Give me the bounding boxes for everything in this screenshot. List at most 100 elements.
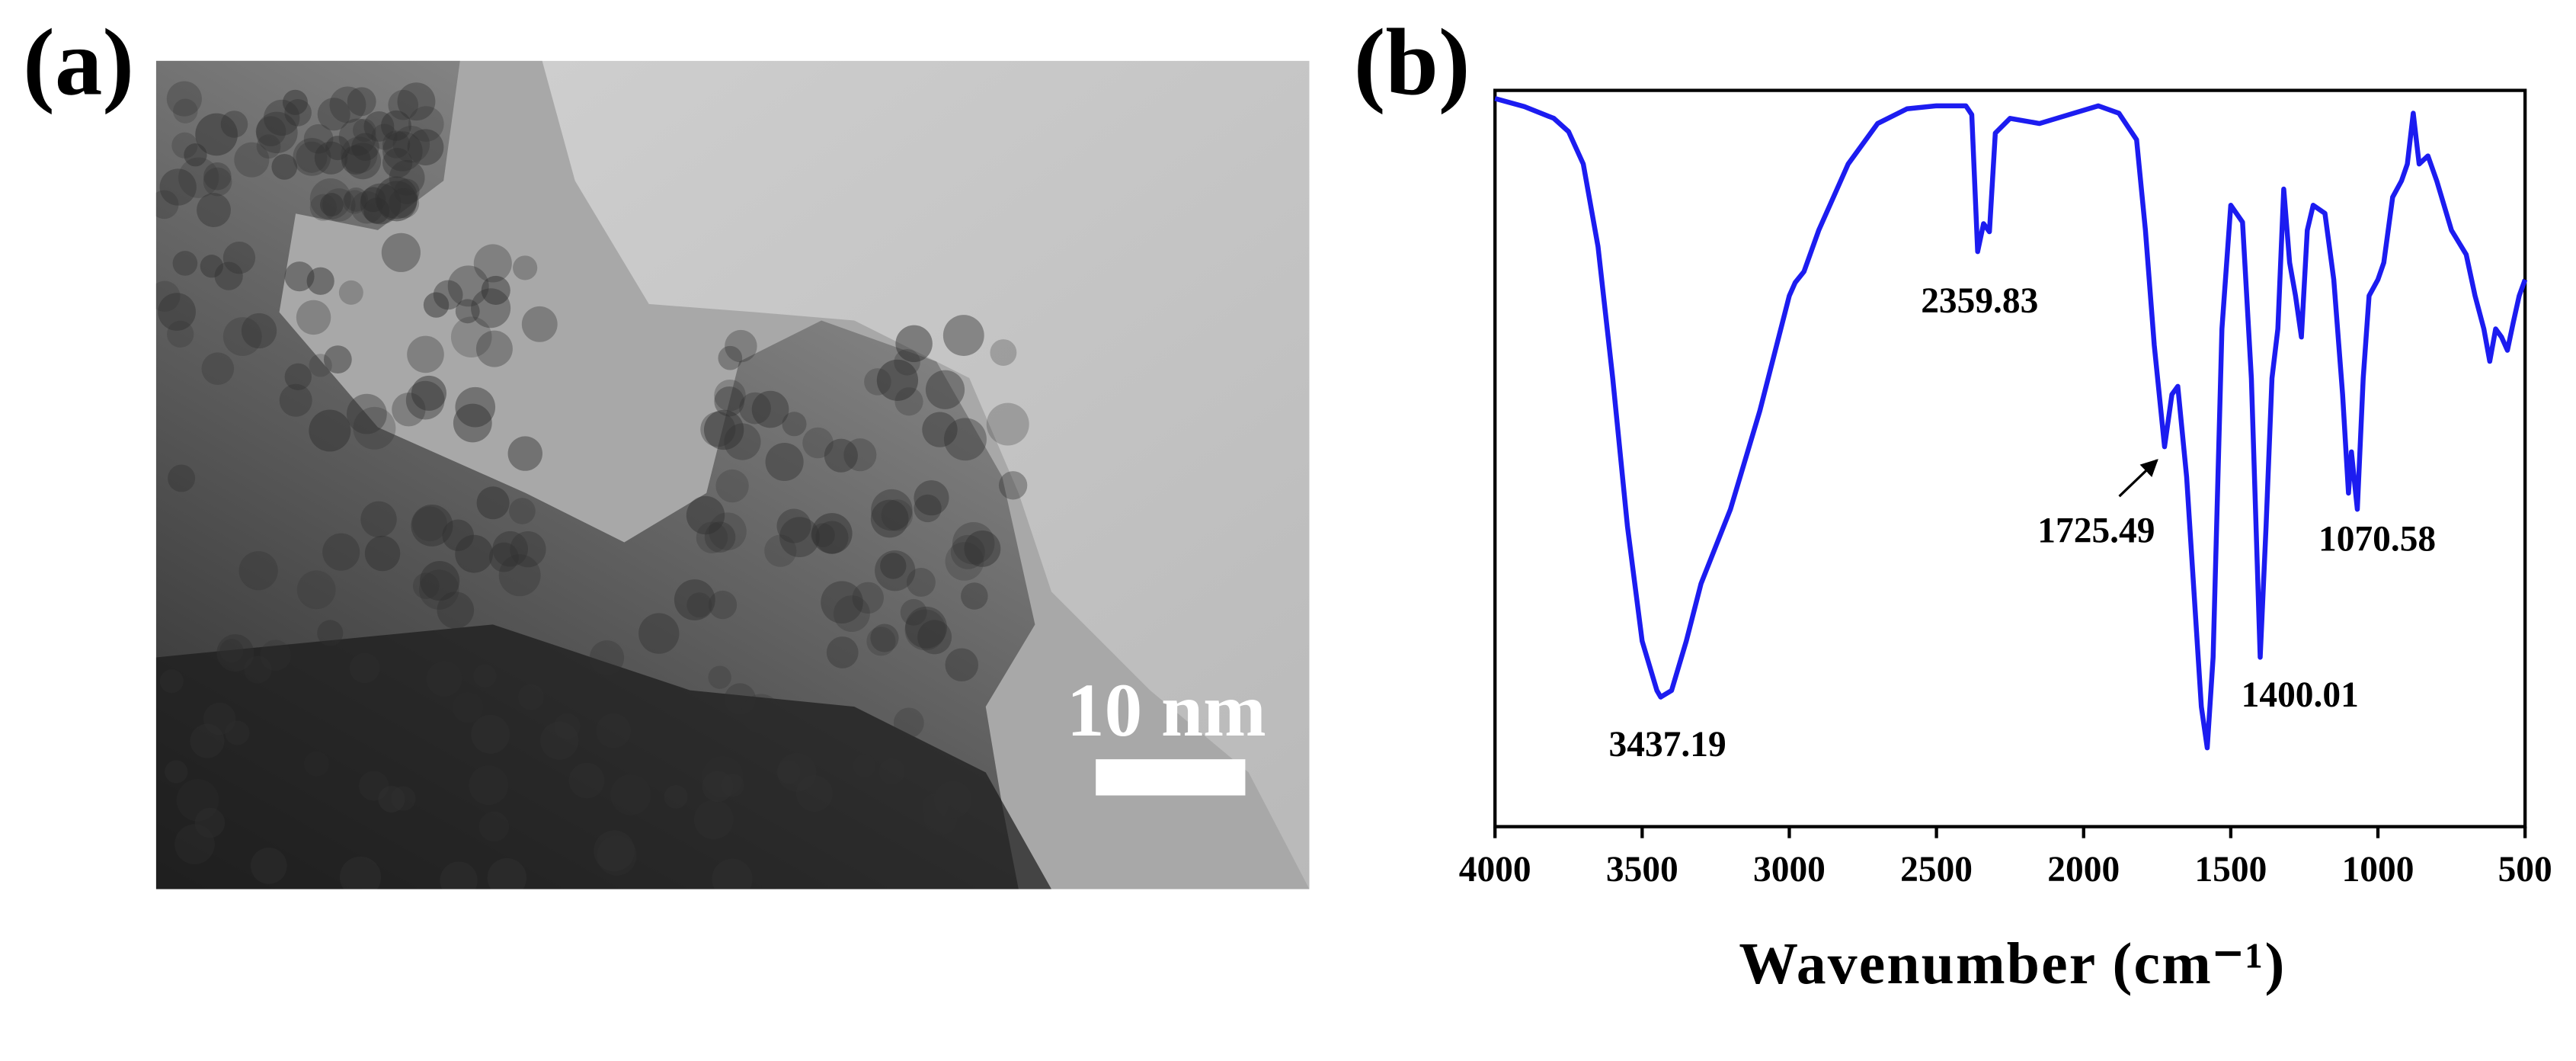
particle	[320, 193, 344, 216]
particle	[700, 412, 736, 447]
particle	[329, 86, 366, 123]
particle	[216, 634, 254, 672]
particle	[222, 317, 262, 356]
particle	[284, 98, 312, 127]
particle	[696, 521, 728, 553]
particle	[610, 774, 651, 816]
particle	[764, 534, 797, 567]
particle	[870, 499, 909, 538]
particle	[342, 190, 366, 214]
particle	[433, 280, 463, 310]
particle	[203, 167, 232, 197]
particle	[165, 760, 188, 784]
particle	[178, 157, 219, 198]
particle	[381, 232, 421, 272]
particle	[488, 542, 519, 572]
particle	[923, 801, 958, 835]
particle	[317, 98, 350, 131]
particle	[171, 132, 198, 159]
particle	[686, 592, 712, 618]
particle	[475, 330, 513, 367]
particle	[322, 188, 356, 222]
particle	[364, 535, 401, 572]
particle	[389, 188, 420, 219]
particle	[340, 856, 382, 890]
particle	[703, 409, 744, 450]
particle	[203, 162, 232, 191]
particle	[709, 512, 747, 550]
particle	[714, 386, 744, 417]
annotation-arrow	[2118, 459, 2158, 498]
particle	[256, 134, 281, 159]
particle	[306, 267, 334, 295]
particle	[159, 669, 184, 694]
particle	[190, 723, 225, 758]
particle	[344, 188, 369, 212]
particle	[638, 613, 680, 654]
particle	[309, 409, 351, 452]
particle	[589, 640, 625, 675]
particle	[324, 345, 352, 374]
particle	[942, 315, 984, 356]
x-tick-label: 4000	[1459, 850, 1531, 890]
particle	[241, 313, 277, 349]
particle	[473, 664, 497, 688]
particle	[260, 639, 291, 672]
particle	[473, 244, 512, 283]
particle	[498, 554, 541, 597]
particle	[721, 774, 744, 797]
particle	[358, 771, 389, 801]
particle	[853, 754, 876, 777]
peak-annotation: 3437.19	[1609, 725, 1726, 764]
tem-thick-region	[155, 624, 1051, 890]
particle	[203, 702, 236, 736]
particle	[751, 390, 789, 428]
particle	[802, 427, 834, 459]
particle	[282, 89, 309, 115]
particle	[271, 153, 298, 180]
particle	[895, 325, 933, 363]
particle	[388, 89, 419, 120]
particle	[382, 131, 423, 171]
particle	[878, 758, 905, 785]
particle	[194, 807, 226, 838]
particle	[296, 570, 336, 610]
particle	[200, 255, 223, 278]
particle	[943, 418, 987, 461]
particle	[322, 533, 360, 571]
particle	[412, 572, 440, 600]
particle	[925, 370, 965, 409]
x-tick-label: 2000	[2047, 850, 2120, 890]
particle	[826, 636, 859, 668]
particle	[360, 501, 397, 538]
particle	[423, 292, 450, 318]
peak-annotation: 1070.58	[2318, 519, 2436, 559]
particle	[352, 118, 376, 143]
particle	[597, 835, 637, 876]
particle	[894, 387, 923, 416]
particle	[894, 348, 920, 376]
particle	[811, 513, 853, 554]
particle	[481, 275, 510, 305]
particle	[725, 329, 757, 363]
particle	[471, 714, 510, 754]
particle	[765, 442, 804, 482]
peak-annotation: 1725.49	[2037, 511, 2155, 551]
particle	[391, 786, 416, 811]
particle	[349, 652, 380, 684]
particle	[419, 569, 459, 610]
spectrum-line	[1494, 96, 2528, 751]
particle	[371, 123, 398, 150]
particle	[708, 590, 738, 620]
particle	[554, 713, 581, 739]
particle	[296, 300, 331, 335]
particle	[509, 498, 536, 524]
tem-image	[155, 60, 1310, 890]
particle	[686, 495, 725, 535]
particle	[347, 87, 376, 117]
particle	[776, 508, 811, 543]
particle	[382, 148, 413, 178]
particle	[256, 111, 298, 154]
particle	[284, 261, 315, 292]
particle	[815, 521, 849, 554]
